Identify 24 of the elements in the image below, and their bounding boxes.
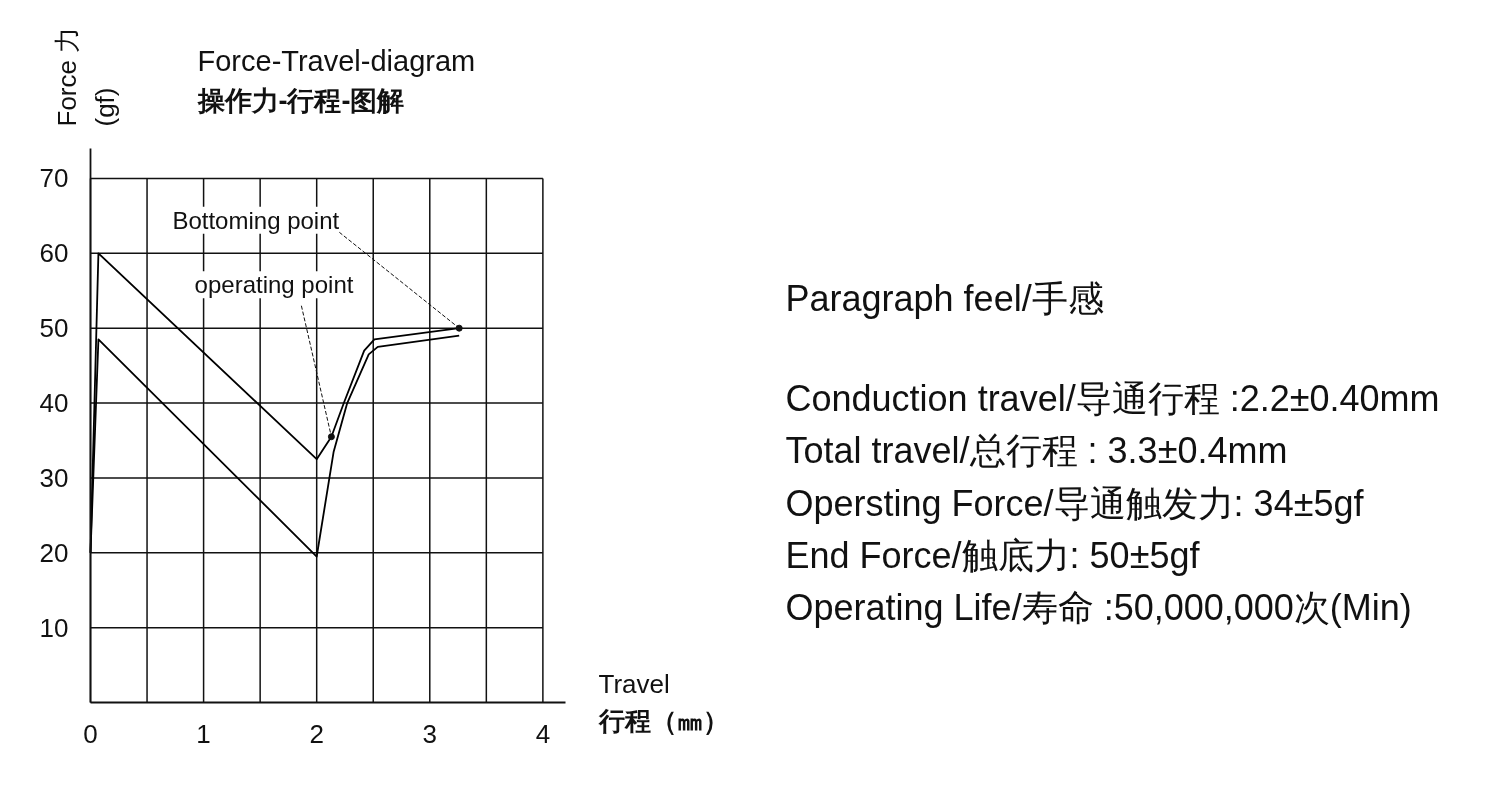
text: Opersting Force/导通触发力: 34±5gf [785, 482, 1365, 524]
y-tick-label: 60 [39, 238, 69, 269]
text: Total travel/总行程 : 3.3±0.4mm [785, 430, 1288, 472]
text: Conduction travel/导通行程 :2.2±0.40mm [785, 378, 1440, 419]
y-tick-label: 10 [39, 612, 69, 643]
annotation: operating point [194, 271, 354, 299]
y-tick-label: 30 [39, 462, 69, 493]
annotation: Bottoming point [172, 206, 340, 234]
x-tick-label: 1 [196, 718, 211, 749]
x-tick-label: 0 [83, 718, 98, 749]
text: Paragraph feel/手感 [785, 278, 1104, 319]
x-tick-label: 3 [422, 718, 438, 749]
text: End Force/触底力: 50±5gf [785, 534, 1201, 576]
chart-title: Force-Travel-diagram [197, 44, 476, 77]
text: Operating Life/寿命 :50,000,000次(Min) [785, 587, 1412, 629]
y-tick-label: 50 [39, 313, 69, 344]
x-tick-label: 2 [309, 718, 324, 749]
y-tick-label: 70 [39, 163, 69, 194]
chart-subtitle: 操作力-行程-图解 [196, 85, 405, 116]
y-axis-title: Force 力 (gf) [51, 26, 120, 127]
y-tick-label: 40 [39, 388, 69, 419]
x-tick-label: 4 [535, 718, 551, 749]
y-tick-label: 20 [39, 537, 69, 568]
x-axis-title: Travel 行程（㎜） [597, 668, 729, 736]
